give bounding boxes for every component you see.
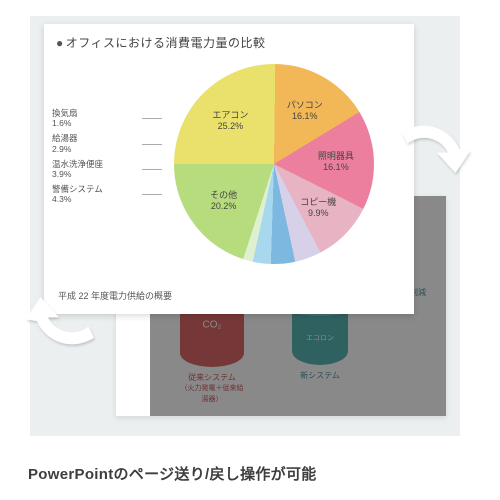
pie-slice-label: パソコン16.1% xyxy=(275,100,335,122)
pie-slice-label: 照明器具16.1% xyxy=(306,151,366,173)
caption: PowerPointのページ送り/戻し操作が可能 xyxy=(28,463,317,484)
pie-slice-label: エアコン25.2% xyxy=(200,110,260,132)
slide1-title: オフィスにおける消費電力量の比較 xyxy=(56,34,266,51)
swap-arrow-forward-icon xyxy=(380,114,472,206)
stage: 従来システム比で約70%の購入電力量削減 発電時の熱も給湯や暖房に利用できて効率… xyxy=(30,16,460,436)
legend-item: 温水洗浄便座3.9% xyxy=(52,159,162,179)
pie-slice-label: その他20.2% xyxy=(194,190,254,212)
cylinder-new-system: エコロン 新システム xyxy=(292,304,348,381)
swap-arrow-back-icon xyxy=(24,264,116,356)
pie-slice-label: コピー機9.9% xyxy=(288,197,348,219)
legend-item: 警備システム4.3% xyxy=(52,184,162,204)
cyl2-label: エコロン xyxy=(292,333,348,343)
cyl1-label: CO₂ xyxy=(180,320,244,331)
legend-item: 給湯器2.9% xyxy=(52,133,162,153)
pie-chart: エアコン25.2% パソコン16.1% 照明器具16.1% コピー機9.9% その他20… xyxy=(174,64,374,264)
pie-small-legend: 換気扇1.6% 給湯器2.9% 温水洗浄便座3.9% 警備システム4.3% xyxy=(52,108,162,210)
cyl1-caption: 従来システム （火力発電＋従来給湯器） xyxy=(180,373,244,405)
legend-item: 換気扇1.6% xyxy=(52,108,162,128)
cyl2-caption: 新システム xyxy=(292,371,348,381)
